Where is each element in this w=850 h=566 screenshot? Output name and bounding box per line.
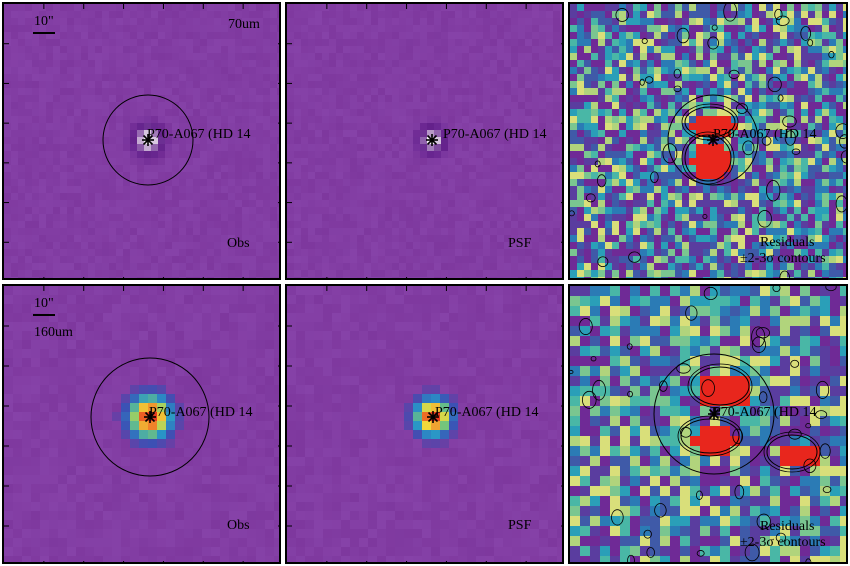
source-label: P70-A067 (HD 14 bbox=[443, 127, 547, 142]
scale-bar-label: 10" bbox=[34, 14, 54, 29]
panel-160um-obs: 10" 160um P70-A067 (HD 14 Obs bbox=[2, 284, 281, 564]
panel-70um-obs: 10" 70um P70-A067 (HD 14 Obs bbox=[2, 2, 281, 280]
band-label: 70um bbox=[228, 17, 260, 32]
contours-label: ±2-3σ contours bbox=[740, 535, 826, 550]
panel-160um-residuals: P70-A067 (HD 14 Residuals ±2-3σ contours bbox=[568, 284, 848, 564]
image-70um-residuals bbox=[570, 4, 846, 278]
psf-label: PSF bbox=[508, 236, 532, 251]
residuals-label: Residuals bbox=[760, 235, 815, 250]
scale-bar bbox=[33, 32, 55, 34]
image-160um-obs bbox=[4, 286, 279, 562]
source-label: P70-A067 (HD 14 bbox=[713, 405, 817, 420]
image-70um-psf bbox=[287, 4, 562, 278]
source-label: P70-A067 (HD 14 bbox=[149, 405, 253, 420]
obs-label: Obs bbox=[227, 518, 250, 533]
image-70um-obs bbox=[4, 4, 279, 278]
panel-160um-psf: P70-A067 (HD 14 PSF 30 20 10 bbox=[285, 284, 564, 564]
image-160um-residuals bbox=[570, 286, 846, 562]
contours-label: ±2-3σ contours bbox=[740, 251, 826, 266]
source-label: P70-A067 (HD 14 bbox=[713, 127, 817, 142]
source-label: P70-A067 (HD 14 bbox=[435, 405, 539, 420]
psf-label: PSF bbox=[508, 518, 532, 533]
obs-label: Obs bbox=[227, 236, 250, 251]
scale-bar bbox=[33, 314, 55, 316]
image-160um-psf bbox=[287, 286, 562, 562]
residuals-label: Residuals bbox=[760, 519, 815, 534]
scale-bar-label: 10" bbox=[34, 296, 54, 311]
source-label: P70-A067 (HD 14 bbox=[147, 127, 251, 142]
band-label: 160um bbox=[34, 325, 73, 340]
panel-70um-psf: P70-A067 (HD 14 PSF 60 50 40 30 20 10 bbox=[285, 2, 564, 280]
panel-70um-residuals: P70-A067 (HD 14 Residuals ±2-3σ contours bbox=[568, 2, 848, 280]
